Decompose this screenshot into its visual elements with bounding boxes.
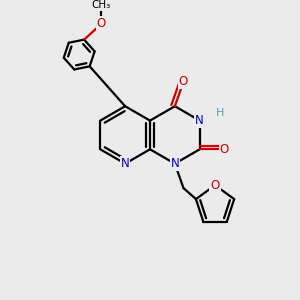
Text: H: H bbox=[216, 108, 224, 118]
Text: O: O bbox=[179, 75, 188, 88]
Text: CH₃: CH₃ bbox=[92, 0, 111, 10]
Text: N: N bbox=[170, 157, 179, 170]
Text: N: N bbox=[121, 157, 130, 170]
Text: O: O bbox=[220, 143, 229, 156]
Text: N: N bbox=[195, 114, 204, 127]
Text: O: O bbox=[97, 17, 106, 30]
Text: O: O bbox=[210, 179, 220, 192]
